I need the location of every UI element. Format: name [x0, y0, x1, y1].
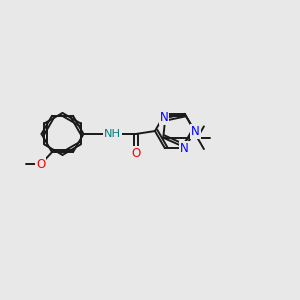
Text: O: O: [36, 158, 46, 171]
Text: N: N: [160, 111, 168, 124]
Text: N: N: [180, 142, 189, 155]
Text: NH: NH: [104, 129, 121, 139]
Text: O: O: [131, 147, 141, 160]
Text: N: N: [191, 125, 200, 138]
